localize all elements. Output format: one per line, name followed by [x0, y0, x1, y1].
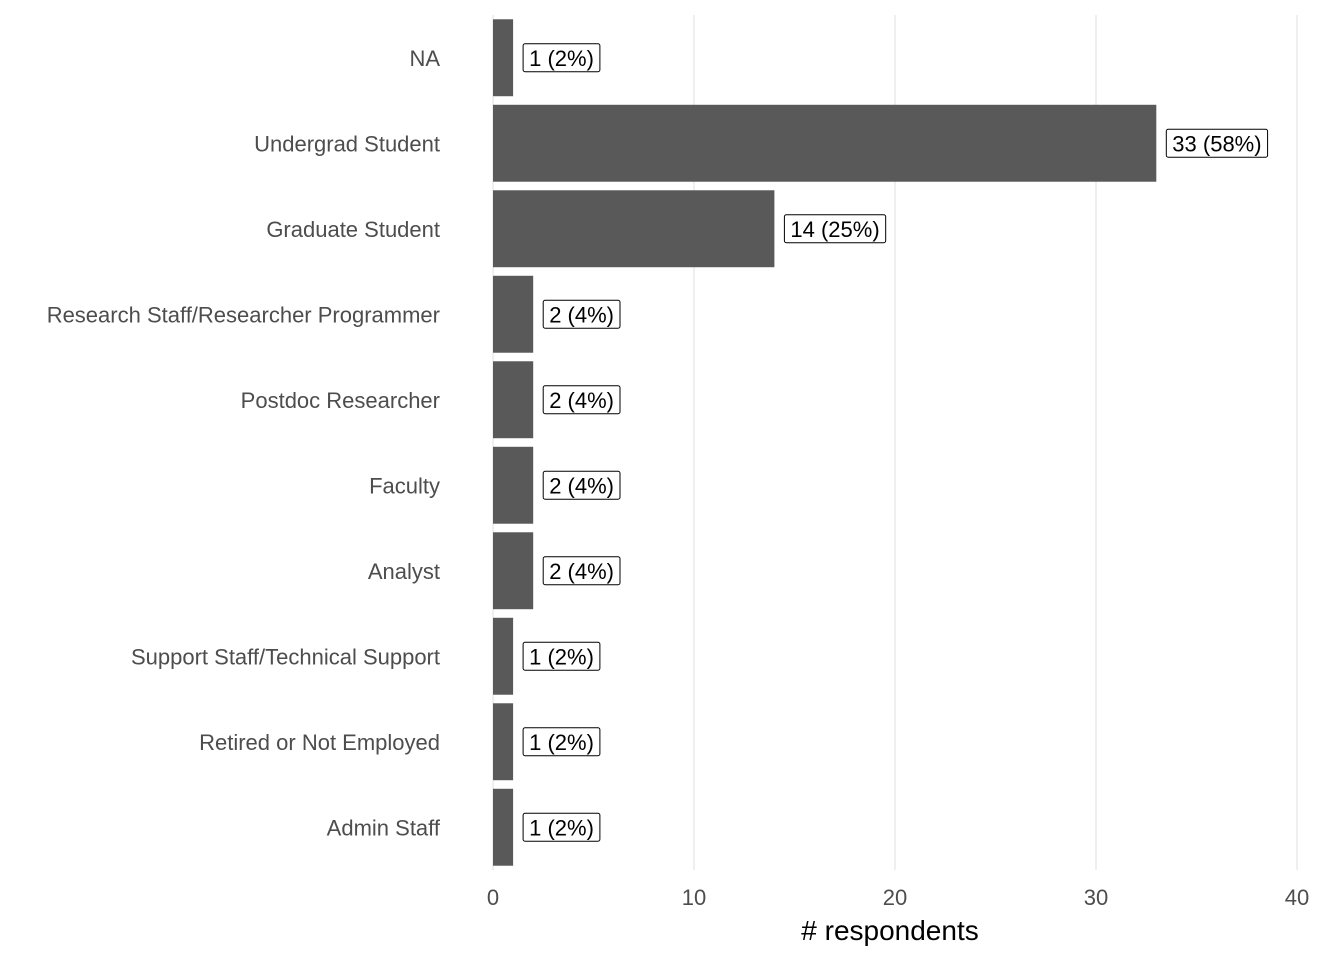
x-axis-title: # respondents	[801, 915, 978, 946]
x-tick-label: 0	[487, 885, 499, 910]
category-label: NA	[409, 46, 440, 71]
category-labels: NA Undergrad Student Graduate Student Resea…	[47, 46, 441, 841]
data-label-box	[542, 470, 621, 500]
data-label: 2 (4%)	[542, 556, 621, 586]
x-tick-labels: 0 10 20 30 40	[487, 885, 1309, 910]
category-label: Research Staff/Researcher Programmer	[47, 302, 440, 327]
data-label-text: 1 (2%)	[529, 815, 594, 840]
data-label-text: 2 (4%)	[549, 559, 614, 584]
data-label-box	[542, 385, 621, 415]
bar	[493, 190, 775, 268]
bar	[493, 104, 1157, 182]
category-label: Retired or Not Employed	[199, 730, 440, 755]
bar	[493, 19, 514, 97]
bar	[493, 703, 514, 781]
data-label: 1 (2%)	[522, 727, 601, 757]
data-label-text: 2 (4%)	[549, 388, 614, 413]
data-label: 1 (2%)	[522, 641, 601, 671]
data-label: 1 (2%)	[522, 43, 601, 73]
data-label-box	[542, 556, 621, 586]
data-label-box	[522, 43, 601, 73]
data-label-box	[522, 727, 601, 757]
data-label-text: 1 (2%)	[529, 644, 594, 669]
category-label: Graduate Student	[266, 217, 440, 242]
x-tick-label: 30	[1084, 885, 1108, 910]
category-label: Analyst	[368, 559, 440, 584]
data-label-box	[522, 641, 601, 671]
bars	[493, 19, 1157, 866]
x-tick-label: 10	[682, 885, 706, 910]
bar	[493, 361, 534, 439]
bar	[493, 788, 514, 866]
data-label: 2 (4%)	[542, 470, 621, 500]
category-label: Admin Staff	[327, 815, 441, 840]
data-label-box	[522, 812, 601, 842]
category-label: Faculty	[369, 473, 440, 498]
data-label-text: 1 (2%)	[529, 730, 594, 755]
data-label: 1 (2%)	[522, 812, 601, 842]
bar	[493, 532, 534, 610]
data-labels: 1 (2%) 33 (58%) 14 (25%) 2 (4%) 2 (4%) 2 (4%)…	[522, 43, 1269, 842]
category-label: Undergrad Student	[254, 131, 440, 156]
data-label: 2 (4%)	[542, 385, 621, 415]
data-label-text: 1 (2%)	[529, 46, 594, 71]
x-tick-label: 20	[883, 885, 907, 910]
data-label: 14 (25%)	[783, 214, 887, 244]
data-label: 33 (58%)	[1165, 128, 1269, 158]
x-tick-label: 40	[1285, 885, 1309, 910]
bar	[493, 275, 534, 353]
data-label-box	[542, 299, 621, 329]
data-label-text: 14 (25%)	[790, 217, 879, 242]
bar	[493, 617, 514, 695]
data-label-box	[783, 214, 887, 244]
data-label-box	[1165, 128, 1269, 158]
bar	[493, 446, 534, 524]
data-label: 2 (4%)	[542, 299, 621, 329]
data-label-text: 2 (4%)	[549, 302, 614, 327]
category-label: Postdoc Researcher	[241, 388, 440, 413]
category-label: Support Staff/Technical Support	[131, 644, 440, 669]
data-label-text: 2 (4%)	[549, 473, 614, 498]
data-label-text: 33 (58%)	[1172, 131, 1261, 156]
